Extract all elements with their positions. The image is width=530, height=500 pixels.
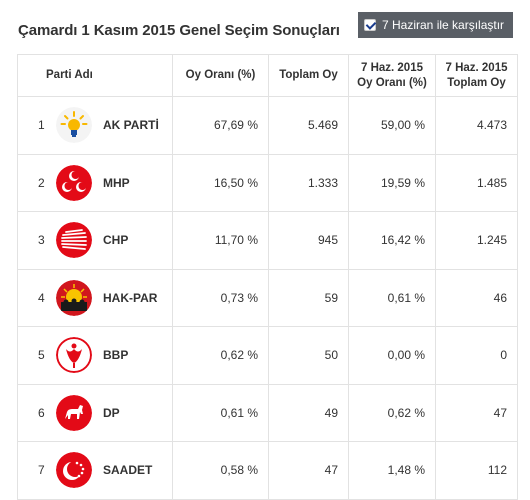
compare-june-toggle[interactable]: 7 Haziran ile karşılaştır: [358, 12, 513, 38]
col-header-june-rate-line1: 7 Haz. 2015: [360, 61, 423, 74]
table-row[interactable]: 7 SAADET 0,58 % 47: [17, 441, 518, 500]
chp-six-arrows-icon: [56, 222, 92, 259]
vote-rate: 0,73 %: [172, 268, 269, 327]
june-total-votes: 0: [435, 326, 518, 385]
table-row[interactable]: 2 MHP 16,50 % 1.333 19,59 % 1.485: [17, 153, 518, 212]
mhp-crescents-icon: [56, 164, 92, 201]
june-vote-rate: 16,42 %: [348, 211, 436, 270]
table-header-row: Parti Adı Oy Oranı (%) Toplam Oy 7 Haz. …: [17, 54, 518, 97]
table-row[interactable]: 4 HAK-PAR 0,73 %: [17, 268, 518, 327]
june-total-votes: 112: [435, 441, 518, 500]
results-table: Parti Adı Oy Oranı (%) Toplam Oy 7 Haz. …: [17, 54, 518, 500]
total-votes: 945: [268, 211, 349, 270]
june-total-votes: 47: [435, 383, 518, 442]
total-votes: 50: [268, 326, 349, 385]
col-header-total-votes: Toplam Oy: [268, 54, 349, 97]
table-row[interactable]: 6 DP 0,61 % 49 0,62 % 47: [17, 383, 518, 442]
june-total-votes: 1.245: [435, 211, 518, 270]
page-title: Çamardı 1 Kasım 2015 Genel Seçim Sonuçla…: [18, 22, 340, 39]
vote-rate: 11,70 %: [172, 211, 269, 270]
party-cell: 6 DP: [17, 383, 173, 442]
june-vote-rate: 0,00 %: [348, 326, 436, 385]
party-cell: 2 MHP: [17, 153, 173, 212]
june-vote-rate: 0,61 %: [348, 268, 436, 327]
party-name: AK PARTİ: [103, 118, 159, 133]
rank: 6: [38, 405, 45, 420]
party-name: HAK-PAR: [103, 290, 158, 305]
compare-label: 7 Haziran ile karşılaştır: [382, 18, 505, 32]
party-name: SAADET: [103, 463, 153, 478]
rank: 2: [38, 175, 45, 190]
akp-lightbulb-icon: [56, 107, 92, 144]
party-name: DP: [103, 405, 120, 420]
party-name: MHP: [103, 175, 130, 190]
party-cell: 4 HAK-PAR: [17, 268, 173, 327]
bbp-tulip-icon: [56, 337, 92, 374]
table-row[interactable]: 3 CHP 11,7: [17, 211, 518, 270]
total-votes: 1.333: [268, 153, 349, 212]
col-header-party: Parti Adı: [17, 54, 173, 97]
june-vote-rate: 0,62 %: [348, 383, 436, 442]
vote-rate: 0,61 %: [172, 383, 269, 442]
vote-rate: 16,50 %: [172, 153, 269, 212]
party-cell: 7 SAADET: [17, 441, 173, 500]
june-vote-rate: 19,59 %: [348, 153, 436, 212]
rank: 3: [38, 233, 45, 248]
vote-rate: 0,62 %: [172, 326, 269, 385]
total-votes: 49: [268, 383, 349, 442]
hakpar-sun-icon: [56, 279, 92, 316]
col-header-june-total-line2: Toplam Oy: [447, 76, 506, 89]
vote-rate: 67,69 %: [172, 96, 269, 155]
dp-horse-icon: [56, 394, 92, 431]
col-header-june-total: 7 Haz. 2015 Toplam Oy: [435, 54, 518, 97]
party-name: BBP: [103, 348, 129, 363]
col-header-june-rate-line2: Oy Oranı (%): [357, 76, 427, 89]
total-votes: 47: [268, 441, 349, 500]
table-row[interactable]: 1: [17, 96, 518, 155]
col-header-vote-rate: Oy Oranı (%): [172, 54, 269, 97]
total-votes: 5.469: [268, 96, 349, 155]
col-header-june-rate: 7 Haz. 2015 Oy Oranı (%): [348, 54, 436, 97]
june-vote-rate: 59,00 %: [348, 96, 436, 155]
party-cell: 1: [17, 96, 173, 155]
rank: 4: [38, 290, 45, 305]
col-header-june-total-line1: 7 Haz. 2015: [445, 61, 508, 74]
vote-rate: 0,58 %: [172, 441, 269, 500]
june-total-votes: 4.473: [435, 96, 518, 155]
results-header: Çamardı 1 Kasım 2015 Genel Seçim Sonuçla…: [0, 0, 530, 50]
june-vote-rate: 1,48 %: [348, 441, 436, 500]
total-votes: 59: [268, 268, 349, 327]
party-cell: 3 CHP: [17, 211, 173, 270]
june-total-votes: 1.485: [435, 153, 518, 212]
party-name: CHP: [103, 233, 129, 248]
rank: 5: [38, 348, 45, 363]
rank: 7: [38, 463, 45, 478]
table-row[interactable]: 5 BBP 0,62 % 50 0,00 % 0: [17, 326, 518, 385]
june-total-votes: 46: [435, 268, 518, 327]
saadet-crescent-stars-icon: [56, 452, 92, 489]
rank: 1: [38, 118, 45, 133]
party-cell: 5 BBP: [17, 326, 173, 385]
compare-checkbox[interactable]: [364, 19, 376, 31]
